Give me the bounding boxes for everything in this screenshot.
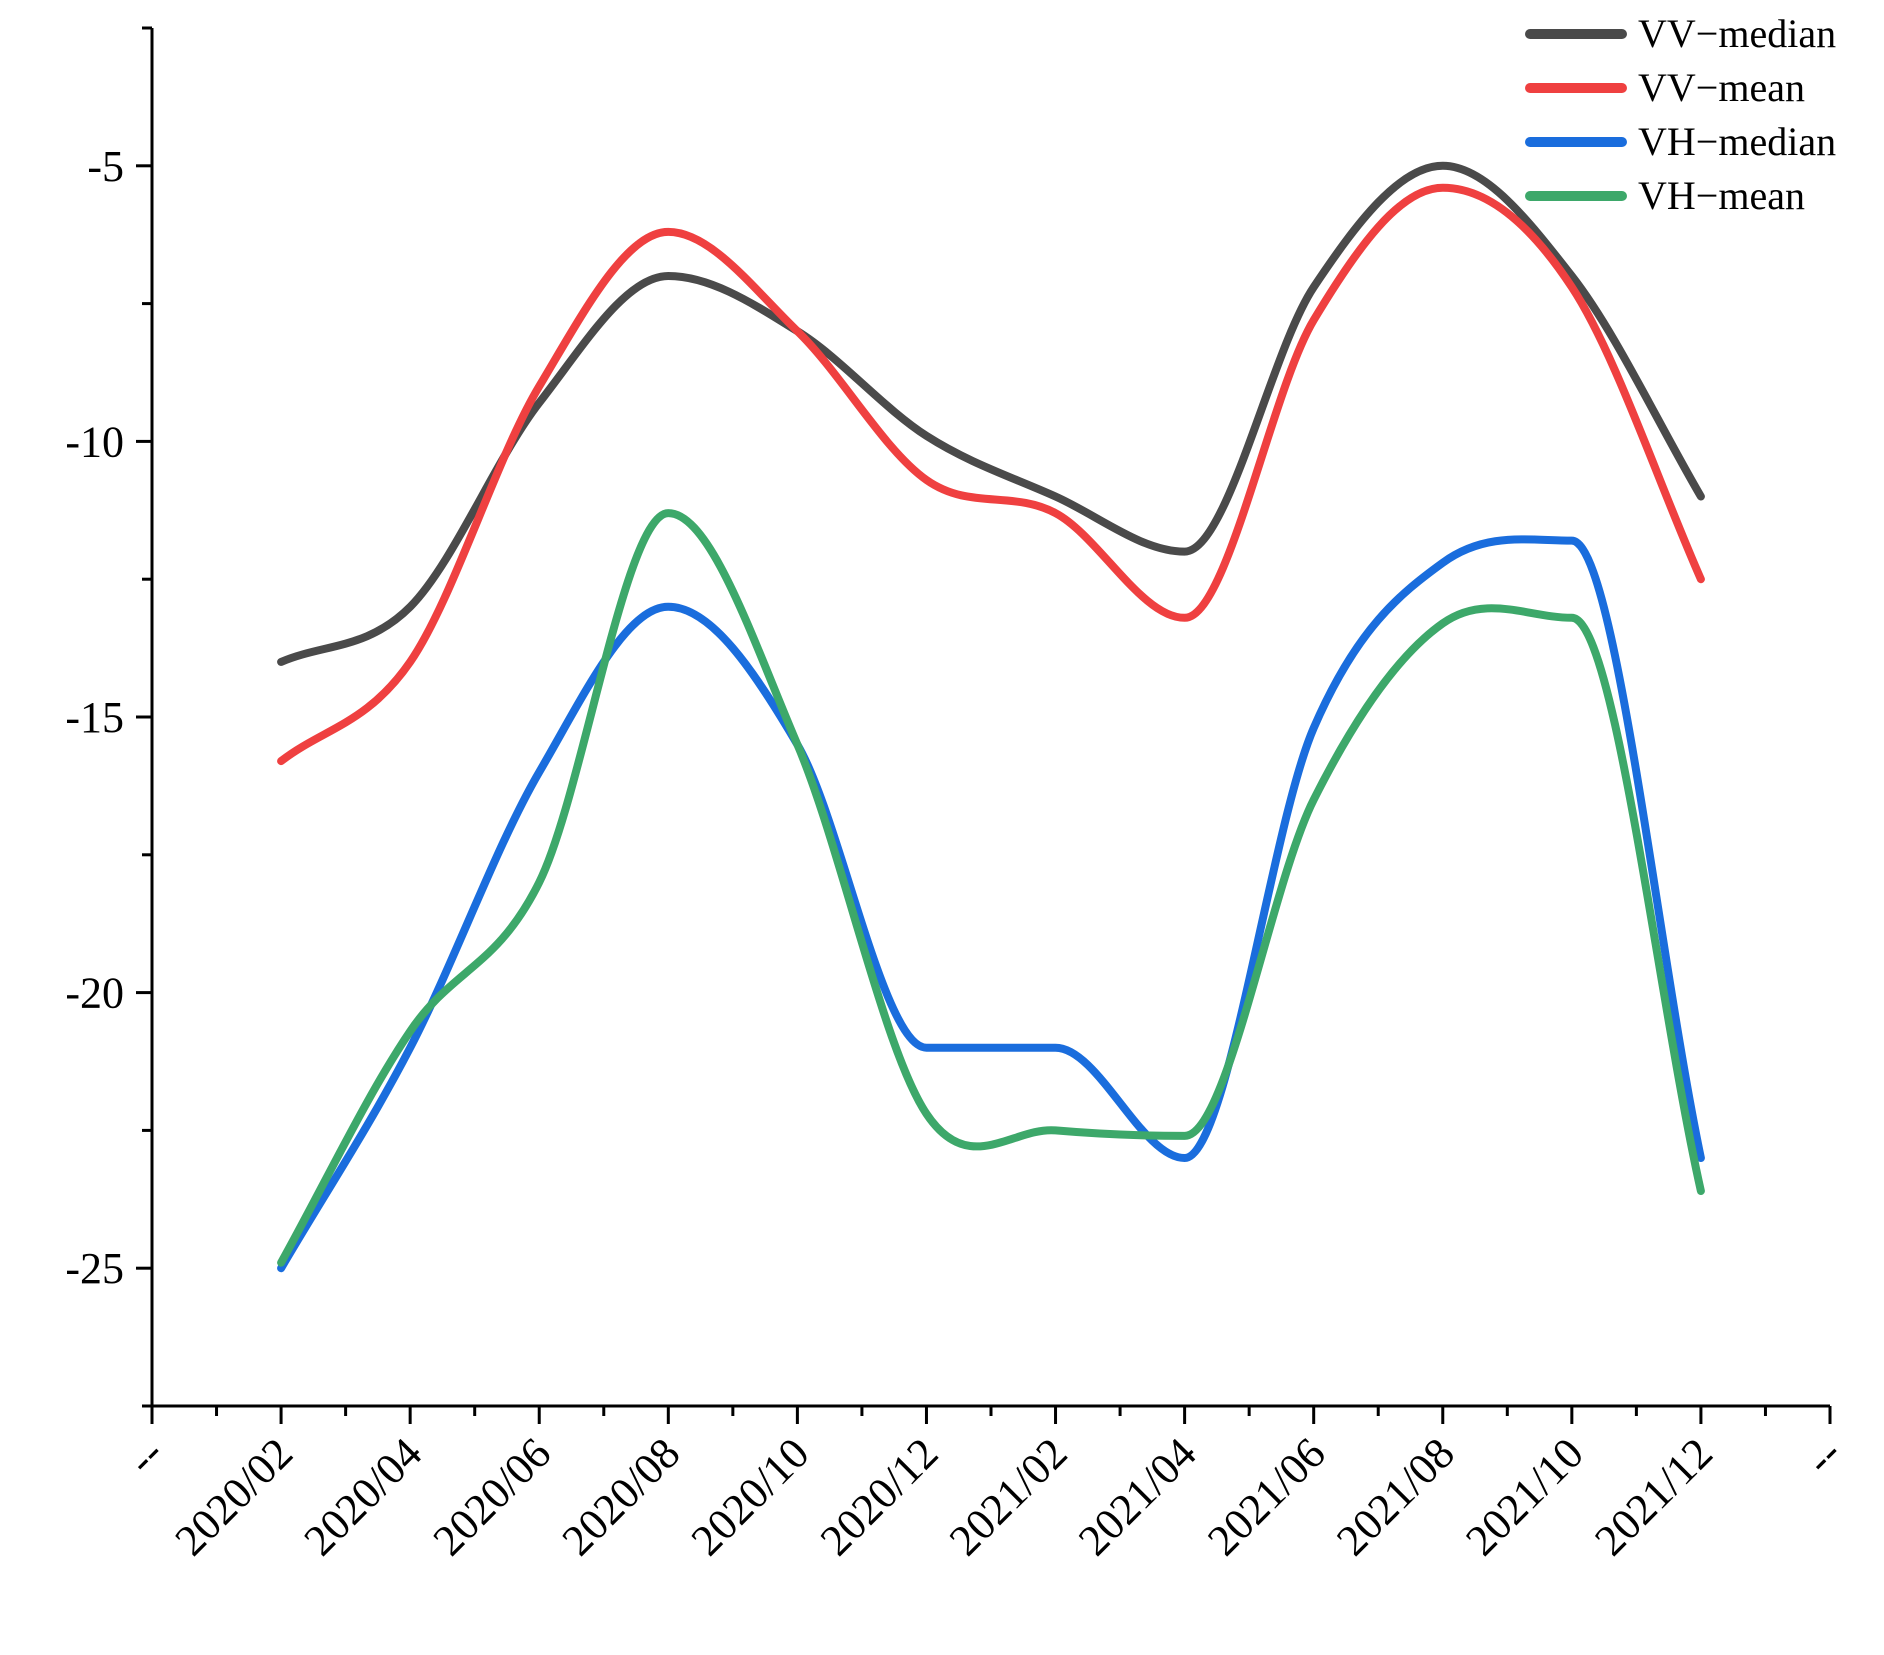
x-tick-label: --	[118, 1428, 173, 1483]
series-line-1	[277, 183, 1705, 766]
x-tick-label: --	[1796, 1428, 1851, 1483]
x-tick-label: 2021/10	[1456, 1428, 1593, 1565]
x-tick-label: 2021/12	[1585, 1428, 1722, 1565]
series-line-0	[277, 161, 1705, 666]
x-tick-label: 2021/02	[940, 1428, 1077, 1565]
y-tick-label: -20	[65, 969, 124, 1018]
series-line-3	[277, 509, 1705, 1267]
series-line-2	[277, 535, 1705, 1273]
legend-label-2: VH−median	[1638, 119, 1836, 164]
y-tick-label: -25	[65, 1244, 124, 1293]
x-tick-label: 2020/10	[682, 1428, 819, 1565]
x-tick-label: 2020/08	[553, 1428, 690, 1565]
legend-label-0: VV−median	[1638, 11, 1836, 56]
y-tick-label: -15	[65, 693, 124, 742]
legend-label-3: VH−mean	[1638, 173, 1805, 218]
x-tick-label: 2021/04	[1069, 1428, 1206, 1565]
series-layer	[277, 161, 1705, 1273]
y-tick-label: -5	[87, 142, 124, 191]
x-tick-label: 2020/12	[811, 1428, 948, 1565]
x-tick-label: 2020/04	[295, 1428, 432, 1565]
x-tick-label: 2020/06	[424, 1428, 561, 1565]
legend-label-1: VV−mean	[1638, 65, 1805, 110]
x-tick-label: 2021/06	[1198, 1428, 1335, 1565]
x-tick-label: 2021/08	[1327, 1428, 1464, 1565]
x-tick-label: 2020/02	[166, 1428, 303, 1565]
legend: VV−median VV−mean VH−median VH−mean	[1525, 11, 1836, 218]
y-tick-label: -10	[65, 417, 124, 466]
chart-axes: -5-10-15-20-25--2020/022020/042020/06202…	[65, 26, 1851, 1565]
